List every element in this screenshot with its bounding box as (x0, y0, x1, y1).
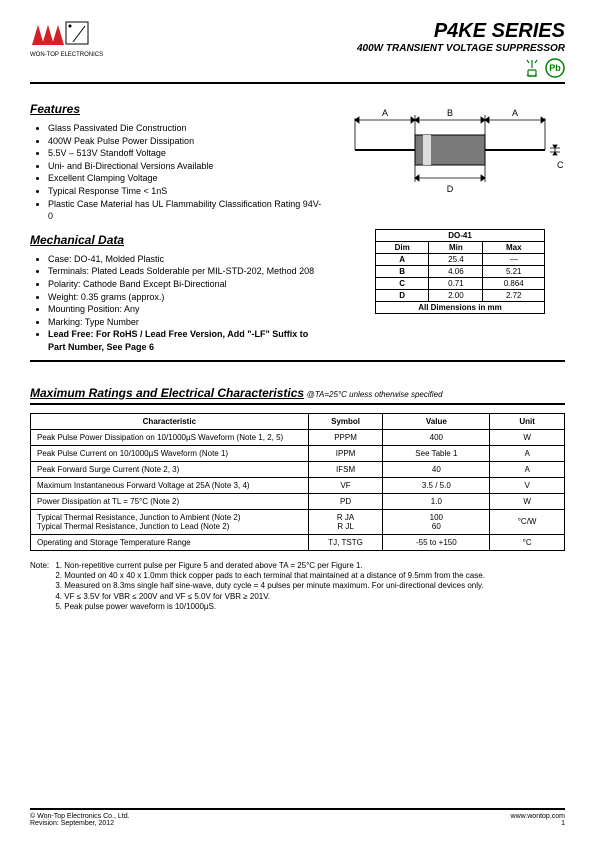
characteristics-table: Characteristic Symbol Value Unit Peak Pu… (30, 413, 565, 551)
dim-caption: All Dimensions in mm (375, 302, 545, 314)
dim-table-wrapper: DO-41 Dim Min Max A25.4— B4.065.21 C0.71… (375, 229, 545, 314)
rohs-icon: RoHS (523, 58, 541, 78)
mechanical-item: Polarity: Cathode Band Except Bi-Directi… (48, 278, 325, 291)
features-column: Features Glass Passivated Die Constructi… (30, 92, 325, 223)
page-container: WON-TOP ELECTRONICS P4KE SERIES 400W TRA… (0, 0, 595, 842)
mechanical-item: Mounting Position: Any (48, 303, 325, 316)
table-row: Typical Thermal Resistance, Junction to … (31, 509, 565, 534)
dim-table-title: DO-41 (376, 229, 545, 241)
page-number: 1 (511, 820, 565, 827)
note-item: 1. Non-repetitive current pulse per Figu… (55, 561, 485, 571)
notes-label: Note: (30, 561, 49, 571)
feature-item: Excellent Clamping Voltage (48, 172, 325, 185)
dim-header: Min (429, 241, 483, 253)
feature-item: Glass Passivated Die Construction (48, 122, 325, 135)
mechanical-item: Lead Free: For RoHS / Lead Free Version,… (48, 328, 325, 353)
mechanical-item: Weight: 0.35 grams (approx.) (48, 291, 325, 304)
dim-label-c: C (557, 160, 564, 170)
feature-item: 400W Peak Pulse Power Dissipation (48, 135, 325, 148)
ratings-divider (30, 403, 565, 405)
dimension-table: DO-41 Dim Min Max A25.4— B4.065.21 C0.71… (375, 229, 545, 302)
pb-free-icon: Pb (545, 58, 565, 78)
copyright: © Won-Top Electronics Co., Ltd. (30, 813, 130, 820)
diagram-column: A B A D C (345, 92, 565, 223)
logo-area: WON-TOP ELECTRONICS (30, 20, 103, 78)
table-row: Peak Pulse Current on 10/1000µS Waveform… (31, 445, 565, 461)
feature-item: Uni- and Bi-Directional Versions Availab… (48, 160, 325, 173)
dim-header: Dim (376, 241, 429, 253)
package-diagram: A B A D C (345, 100, 565, 200)
char-header: Unit (490, 413, 565, 429)
revision: Revision: September, 2012 (30, 820, 130, 827)
mechanical-row: Mechanical Data Case: DO-41, Molded Plas… (30, 223, 565, 354)
svg-text:RoHS: RoHS (527, 73, 538, 78)
ratings-condition: @TA=25°C unless otherwise specified (307, 390, 443, 399)
feature-item: Plastic Case Material has UL Flammabilit… (48, 198, 325, 223)
dim-label-d: D (447, 184, 454, 194)
footer-right: www.wontop.com 1 (511, 813, 565, 827)
dim-header: Max (483, 241, 545, 253)
mechanical-item: Case: DO-41, Molded Plastic (48, 253, 325, 266)
note-item: 5. Peak pulse power waveform is 10/1000µ… (55, 602, 485, 612)
note-item: 2. Mounted on 40 x 40 x 1.0mm thick copp… (55, 571, 485, 581)
title-area: P4KE SERIES 400W TRANSIENT VOLTAGE SUPPR… (357, 20, 565, 78)
feature-item: Typical Response Time < 1nS (48, 185, 325, 198)
header: WON-TOP ELECTRONICS P4KE SERIES 400W TRA… (30, 20, 565, 84)
section-divider (30, 360, 565, 362)
features-list: Glass Passivated Die Construction 400W P… (30, 122, 325, 223)
mechanical-list: Case: DO-41, Molded Plastic Terminals: P… (30, 253, 325, 354)
table-row: Peak Pulse Power Dissipation on 10/1000µ… (31, 429, 565, 445)
dim-label-a2: A (512, 108, 518, 118)
char-header: Characteristic (31, 413, 309, 429)
note-item: 4. VF ≤ 3.5V for VBR ≤ 200V and VF ≤ 5.0… (55, 592, 485, 602)
features-heading: Features (30, 102, 325, 116)
mechanical-heading: Mechanical Data (30, 233, 325, 247)
mechanical-item: Marking: Type Number (48, 316, 325, 329)
svg-text:Pb: Pb (549, 63, 561, 73)
table-row: Maximum Instantaneous Forward Voltage at… (31, 477, 565, 493)
table-row: Power Dissipation at TL = 75°C (Note 2)P… (31, 493, 565, 509)
series-title: P4KE SERIES (357, 20, 565, 43)
mechanical-column: Mechanical Data Case: DO-41, Molded Plas… (30, 223, 325, 354)
notes-body: 1. Non-repetitive current pulse per Figu… (55, 561, 485, 613)
footer-url: www.wontop.com (511, 813, 565, 820)
dim-table-column: DO-41 Dim Min Max A25.4— B4.065.21 C0.71… (345, 223, 565, 354)
ratings-heading: Maximum Ratings and Electrical Character… (30, 386, 304, 400)
company-logo-icon (30, 20, 90, 50)
table-row: Peak Forward Surge Current (Note 2, 3)IF… (31, 461, 565, 477)
notes-section: Note: 1. Non-repetitive current pulse pe… (30, 561, 565, 613)
footer: © Won-Top Electronics Co., Ltd. Revision… (30, 808, 565, 827)
table-row: Operating and Storage Temperature RangeT… (31, 534, 565, 550)
char-header: Value (383, 413, 490, 429)
ratings-section: Maximum Ratings and Electrical Character… (30, 386, 565, 551)
char-header: Symbol (308, 413, 383, 429)
compliance-badges: RoHS Pb (357, 58, 565, 78)
mechanical-item: Terminals: Plated Leads Solderable per M… (48, 265, 325, 278)
footer-left: © Won-Top Electronics Co., Ltd. Revision… (30, 813, 130, 827)
feature-item: 5.5V – 513V Standoff Voltage (48, 147, 325, 160)
features-row: Features Glass Passivated Die Constructi… (30, 92, 565, 223)
dim-label-a1: A (382, 108, 388, 118)
note-item: 3. Measured on 8.3ms single half sine-wa… (55, 581, 485, 591)
company-name: WON-TOP ELECTRONICS (30, 52, 103, 58)
dim-label-b: B (447, 108, 453, 118)
series-subtitle: 400W TRANSIENT VOLTAGE SUPPRESSOR (357, 43, 565, 54)
